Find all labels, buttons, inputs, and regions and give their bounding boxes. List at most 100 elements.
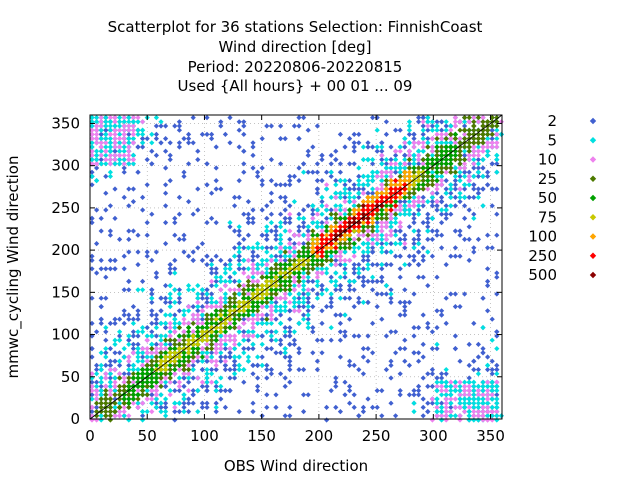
data-point-2515 [98,379,104,385]
data-point-1769 [245,215,251,221]
data-point-3264 [135,119,141,125]
data-point-1273 [218,358,224,364]
data-point-1370 [94,329,100,335]
data-point-386 [278,161,284,167]
data-point-1092 [429,203,435,209]
data-point-4263 [94,136,100,142]
data-point-2854 [140,140,146,146]
data-point-2217 [494,169,500,175]
data-point-4876 [158,350,164,356]
data-point-2283 [112,375,118,381]
data-point-3034 [287,291,293,297]
data-point-511 [135,312,141,318]
data-point-1140 [425,127,431,133]
data-point-2267 [236,341,242,347]
data-point-4743 [439,409,445,415]
data-point-58 [291,241,297,247]
data-point-1567 [328,207,334,213]
data-point-1129 [489,371,495,377]
data-point-4079 [199,379,205,385]
data-point-47 [296,178,302,184]
data-point-2549 [402,165,408,171]
data-point-1593 [241,329,247,335]
data-point-4180 [218,299,224,305]
data-point-1073 [126,312,132,318]
data-point-124 [209,266,215,272]
data-point-1921 [379,140,385,146]
data-point-481 [112,316,118,322]
data-point-2688 [255,262,261,268]
data-point-3202 [485,362,491,368]
data-point-4656 [489,409,495,415]
data-point-643 [144,249,150,255]
data-point-104 [416,119,422,125]
data-point-484 [337,354,343,360]
data-point-2039 [328,274,334,280]
data-point-4359 [89,127,95,133]
data-point-233 [245,199,251,205]
data-point-607 [172,266,178,272]
data-point-4861 [268,291,274,297]
data-point-1173 [172,409,178,415]
data-point-2817 [489,337,495,343]
data-point-1870 [351,287,357,293]
data-point-918 [301,224,307,230]
data-point-1885 [337,329,343,335]
data-point-631 [181,169,187,175]
data-point-3699 [195,320,201,326]
data-point-2663 [397,169,403,175]
data-point-186 [305,127,311,133]
data-point-3885 [163,346,169,352]
data-point-4317 [103,161,109,167]
data-point-1203 [351,333,357,339]
data-point-219 [126,186,132,192]
data-point-3938 [296,232,302,238]
data-point-2689 [360,249,366,255]
data-point-927 [319,220,325,226]
data-point-1958 [140,413,146,419]
data-point-4825 [429,165,435,171]
data-point-298 [402,337,408,343]
data-point-3243 [393,241,399,247]
data-point-4108 [268,316,274,322]
data-point-72 [204,220,210,226]
data-point-3234 [135,346,141,352]
data-point-3432 [287,228,293,234]
data-point-4186 [94,131,100,137]
data-point-1354 [218,388,224,394]
data-point-1510 [452,203,458,209]
data-point-3271 [356,266,362,272]
data-point-2123 [89,396,95,402]
data-point-2400 [176,375,182,381]
data-point-4072 [176,383,182,389]
data-point-4305 [107,152,113,158]
data-point-1263 [158,140,164,146]
data-point-4735 [485,379,491,385]
data-point-56 [222,354,228,360]
data-point-2136 [370,173,376,179]
data-point-341 [420,413,426,419]
data-point-2657 [393,165,399,171]
data-point-713 [342,392,348,398]
data-point-542 [268,228,274,234]
data-point-761 [333,383,339,389]
data-point-4879 [209,341,215,347]
data-point-987 [393,127,399,133]
data-point-2642 [328,194,334,200]
data-point-3913 [291,245,297,251]
data-point-640 [153,316,159,322]
data-point-3915 [186,371,192,377]
data-point-4890 [232,295,238,301]
data-point-4144 [140,362,146,368]
data-point-1664 [452,194,458,200]
data-point-1708 [305,299,311,305]
data-point-3022 [140,409,146,415]
data-point-1637 [153,312,159,318]
data-point-871 [485,173,491,179]
data-point-211 [365,346,371,352]
data-point-4509 [443,413,449,419]
data-point-277 [89,220,95,226]
data-point-1191 [245,211,251,217]
data-point-4443 [112,157,118,163]
data-point-437 [402,308,408,314]
